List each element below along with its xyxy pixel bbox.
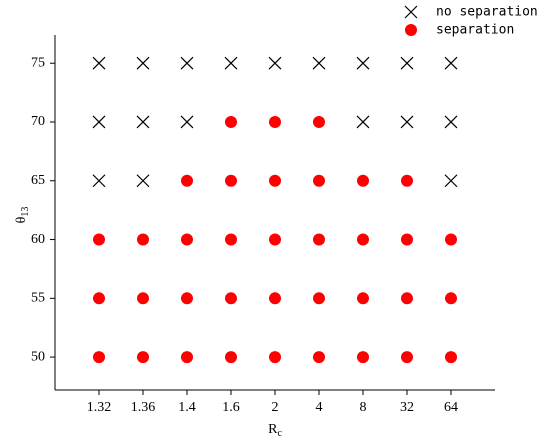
legend-marker [404,5,418,19]
point [445,292,457,305]
point [181,351,193,364]
point [92,174,106,188]
x-tick-label: 32 [400,400,414,415]
point [313,115,325,128]
x-tick-label: 8 [360,400,367,415]
y-tick-label: 55 [31,291,45,306]
point [269,174,281,187]
point [269,351,281,364]
y-tick-label: 70 [31,114,45,129]
point [401,351,413,364]
point [357,351,369,364]
point [400,56,414,70]
point [181,233,193,246]
point [444,56,458,70]
point [137,351,149,364]
point [357,233,369,246]
point [444,115,458,129]
point [225,115,237,128]
point [445,233,457,246]
point [313,292,325,305]
point [269,233,281,246]
point [401,292,413,305]
y-tick-label: 60 [31,232,45,247]
legend-marker [405,24,417,36]
point [93,351,105,364]
x-tick-label: 2 [272,400,279,415]
point [313,233,325,246]
legend-label: separation [436,23,514,38]
point [136,56,150,70]
point [356,56,370,70]
point [269,115,281,128]
y-tick-label: 50 [31,349,45,364]
point [312,56,326,70]
point [400,115,414,129]
point [225,351,237,364]
point [92,56,106,70]
x-tick-label: 1.36 [131,400,156,415]
point [313,351,325,364]
point [137,233,149,246]
y-axis-label: θ13 [14,207,31,224]
point [444,174,458,188]
point [401,174,413,187]
point [225,174,237,187]
point [225,292,237,305]
point [180,115,194,129]
point [445,351,457,364]
x-tick-label: 1.32 [87,400,112,415]
point [269,292,281,305]
point [357,292,369,305]
x-tick-label: 1.6 [222,400,240,415]
point [401,233,413,246]
point [225,233,237,246]
point [93,292,105,305]
point [357,174,369,187]
point [313,174,325,187]
point [180,56,194,70]
point [268,56,282,70]
point [136,174,150,188]
legend-label: no separation [436,5,538,20]
point [137,292,149,305]
point [92,115,106,129]
y-tick-label: 65 [31,173,45,188]
point [224,56,238,70]
x-tick-label: 1.4 [178,400,196,415]
x-tick-label: 64 [444,400,458,415]
point [181,292,193,305]
point [181,174,193,187]
point [136,115,150,129]
y-tick-label: 75 [31,55,45,70]
point [356,115,370,129]
x-tick-label: 4 [316,400,323,415]
point [93,233,105,246]
x-axis-label: Rc [268,422,282,439]
